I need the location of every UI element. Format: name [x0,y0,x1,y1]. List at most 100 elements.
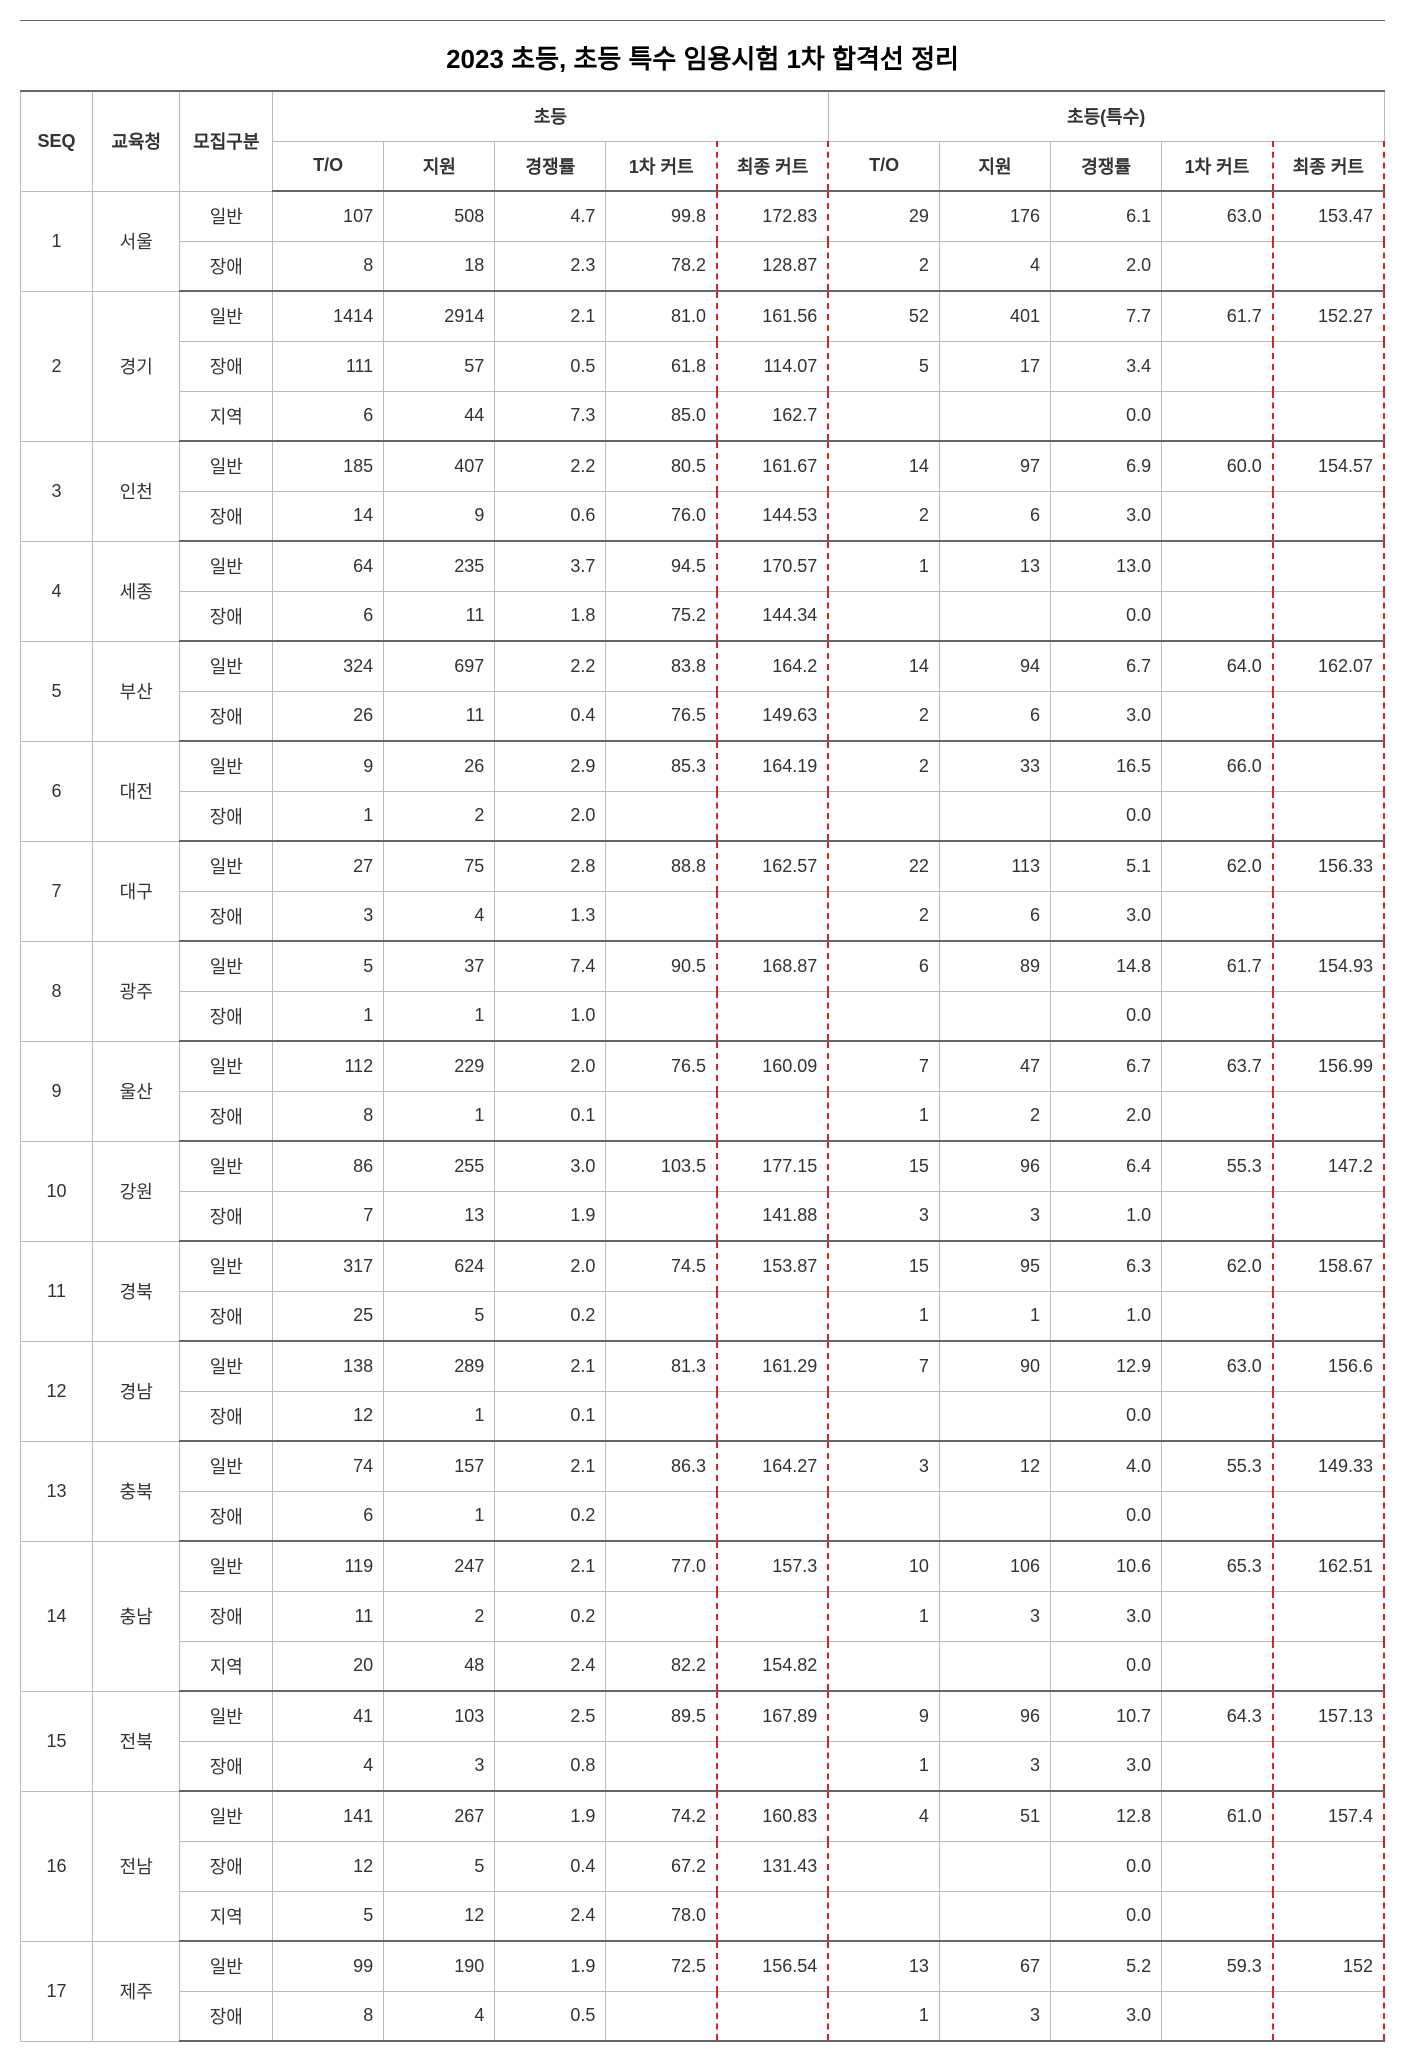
header-elem-cut1: 1차 커트 [606,141,717,191]
cell-value: 99.8 [606,191,717,241]
cell-value: 2.0 [495,791,606,841]
cell-value [939,1391,1050,1441]
cell-value [606,991,717,1041]
cell-value: 0.4 [495,691,606,741]
cell-value: 13 [939,541,1050,591]
cell-value: 7 [828,1041,939,1091]
table-row: 13충북일반741572.186.3164.273124.055.3149.33 [21,1441,1385,1491]
table-row: 지역5122.478.00.0 [21,1891,1385,1941]
cell-seq: 1 [21,191,93,291]
cell-type: 장애 [180,691,273,741]
cell-value [1162,1391,1273,1441]
table-row: 4세종일반642353.794.5170.5711313.0 [21,541,1385,591]
cell-value [606,1091,717,1141]
cell-value: 324 [273,641,384,691]
cell-value: 96 [939,1141,1050,1191]
cell-value [828,1491,939,1541]
table-row: 장애430.8133.0 [21,1741,1385,1791]
cell-value: 59.3 [1162,1941,1273,1991]
cell-value: 2 [384,791,495,841]
cell-value: 12 [273,1841,384,1891]
cell-value: 2 [828,491,939,541]
cell-office: 서울 [93,191,180,291]
cell-office: 경남 [93,1341,180,1441]
cell-value: 153.87 [717,1241,828,1291]
cell-value: 103 [384,1691,495,1741]
cell-value: 154.57 [1273,441,1384,491]
cell-value: 0.2 [495,1591,606,1641]
cell-value: 16.5 [1051,741,1162,791]
cell-value: 65.3 [1162,1541,1273,1591]
cell-value: 77.0 [606,1541,717,1591]
cell-value: 0.5 [495,1991,606,2041]
cell-type: 일반 [180,291,273,341]
cell-value [1273,591,1384,641]
cell-value: 0.0 [1051,1841,1162,1891]
cell-value: 29 [828,191,939,241]
cell-value: 6 [939,691,1050,741]
cell-value: 177.15 [717,1141,828,1191]
cell-value: 6.7 [1051,641,1162,691]
cell-value: 81.0 [606,291,717,341]
cell-type: 장애 [180,1991,273,2041]
cell-value [828,391,939,441]
cell-value: 64.3 [1162,1691,1273,1741]
cell-value: 52 [828,291,939,341]
cell-seq: 16 [21,1791,93,1941]
cell-seq: 8 [21,941,93,1041]
cell-type: 지역 [180,1641,273,1691]
cell-seq: 14 [21,1541,93,1691]
cell-value [1162,1741,1273,1791]
cell-value: 2 [828,891,939,941]
cell-value [1273,1391,1384,1441]
cell-type: 일반 [180,1341,273,1391]
cell-office: 대구 [93,841,180,941]
cell-value: 11 [384,591,495,641]
cell-value: 90 [939,1341,1050,1391]
cell-value: 67.2 [606,1841,717,1891]
cell-value [1273,1491,1384,1541]
cell-value: 1.9 [495,1191,606,1241]
cell-value: 10 [828,1541,939,1591]
cell-value: 86 [273,1141,384,1191]
cell-value: 2 [828,741,939,791]
cell-value: 317 [273,1241,384,1291]
cell-value: 3 [828,1191,939,1241]
cell-value: 85.3 [606,741,717,791]
cell-value: 161.29 [717,1341,828,1391]
cell-value: 2 [939,1091,1050,1141]
cell-value: 0.0 [1051,1391,1162,1441]
cell-type: 일반 [180,1041,273,1091]
cell-value: 107 [273,191,384,241]
cell-value: 3.0 [495,1141,606,1191]
cell-value [939,1491,1050,1541]
cell-office: 제주 [93,1941,180,2041]
cell-value: 6.9 [1051,441,1162,491]
cell-value [828,991,939,1041]
cell-value: 4.0 [1051,1441,1162,1491]
cell-value: 4 [939,241,1050,291]
cell-value: 111 [273,341,384,391]
cell-type: 일반 [180,1941,273,1991]
cell-value: 1 [828,541,939,591]
cell-value: 0.0 [1051,1641,1162,1691]
cell-value: 64.0 [1162,641,1273,691]
cell-value: 4 [273,1741,384,1791]
cell-type: 일반 [180,541,273,591]
cell-value [1162,341,1273,391]
cell-value [1273,691,1384,741]
cell-value [1273,541,1384,591]
cell-value: 153.47 [1273,191,1384,241]
cell-value: 90.5 [606,941,717,991]
cell-value: 86.3 [606,1441,717,1491]
table-row: 장애111570.561.8114.075173.4 [21,341,1385,391]
cell-seq: 9 [21,1041,93,1141]
cell-value: 154.82 [717,1641,828,1691]
cell-value: 1.9 [495,1941,606,1991]
cell-value: 6.4 [1051,1141,1162,1191]
table-row: 장애840.5133.0 [21,1991,1385,2041]
cell-value: 156.54 [717,1941,828,1991]
cell-value [1273,1991,1384,2041]
cell-value: 0.4 [495,1841,606,1891]
cell-value: 0.0 [1051,1491,1162,1541]
